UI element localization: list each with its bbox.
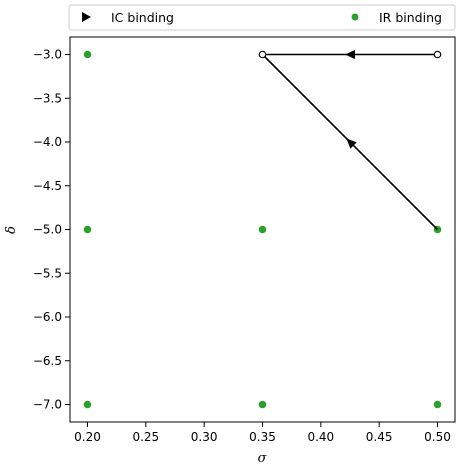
y-axis: −3.0 −3.5 −4.0 −4.5 −5.0 −5.5 −6.0 −6.5 −7.0 — [33, 48, 70, 412]
x-axis-label: σ — [258, 451, 268, 466]
ic-binding-arrow — [346, 138, 357, 149]
ic-binding-arrow — [345, 50, 355, 59]
ir-binding-point — [83, 50, 92, 59]
x-tick-label: 0.25 — [132, 430, 159, 444]
ir-binding-point — [83, 225, 92, 234]
y-axis-label: δ — [4, 226, 19, 234]
legend-ic-marker — [82, 12, 91, 22]
x-tick-label: 0.35 — [249, 430, 276, 444]
legend-ir-label: IR binding — [379, 10, 442, 25]
ic-binding-series — [258, 50, 442, 231]
x-tick-label: 0.45 — [366, 430, 393, 444]
y-tick-label: −4.5 — [33, 179, 62, 193]
y-tick-label: −6.0 — [33, 310, 62, 324]
ir-binding-series — [83, 50, 442, 409]
legend: IC binding IR binding — [68, 4, 456, 31]
y-tick-label: −3.5 — [33, 91, 62, 105]
x-tick-label: 0.20 — [74, 430, 101, 444]
x-tick-label: 0.30 — [191, 430, 218, 444]
ir-binding-point — [258, 225, 267, 234]
ic-binding-endpoint — [433, 50, 442, 59]
ir-binding-point — [433, 400, 442, 409]
legend-ir-marker — [351, 13, 359, 21]
legend-frame — [68, 4, 456, 31]
ir-binding-point — [83, 400, 92, 409]
legend-ic-label: IC binding — [111, 10, 174, 25]
x-tick-label: 0.50 — [424, 430, 451, 444]
ic-binding-endpoint — [258, 50, 267, 59]
ir-binding-point — [258, 400, 267, 409]
y-tick-label: −3.0 — [33, 48, 62, 62]
y-tick-label: −4.0 — [33, 135, 62, 149]
x-tick-label: 0.40 — [307, 430, 334, 444]
y-tick-label: −7.0 — [33, 398, 62, 412]
y-tick-label: −5.0 — [33, 223, 62, 237]
y-tick-label: −5.5 — [33, 266, 62, 280]
x-axis: 0.20 0.25 0.30 0.35 0.40 0.45 0.50 — [74, 422, 451, 444]
y-tick-label: −6.5 — [33, 354, 62, 368]
